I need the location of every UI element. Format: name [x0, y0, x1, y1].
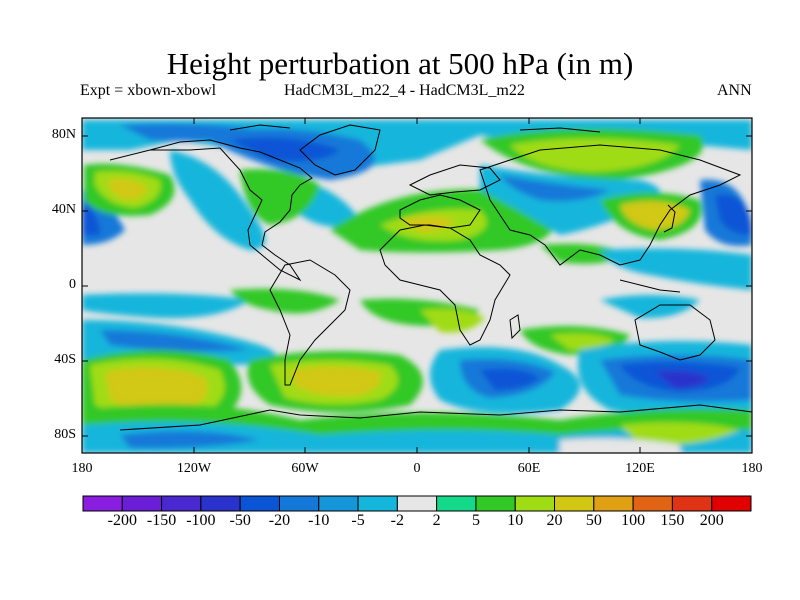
- colorbar-swatch: [514, 495, 556, 512]
- colorbar-swatch: [632, 495, 673, 512]
- colorbar-swatch: [593, 495, 634, 512]
- lon-label-180w: 180: [71, 461, 93, 476]
- colorbar-label: -100: [186, 512, 216, 529]
- experiment-label: Expt = xbown-xbowl: [80, 82, 217, 99]
- lon-label-120e: 120E: [625, 461, 655, 476]
- season-label: ANN: [717, 82, 752, 99]
- colorbar-label: -2: [390, 512, 405, 529]
- colorbar-swatch: [396, 495, 438, 512]
- colorbar-swatch: [436, 495, 477, 512]
- lon-label-120w: 120W: [176, 461, 212, 476]
- axis-ticks: [81, 118, 753, 453]
- colorbar-swatch: [200, 495, 241, 512]
- colorbar-label: -5: [351, 512, 365, 529]
- colorbar-label: 50: [585, 512, 602, 529]
- colorbar-label: -150: [146, 512, 177, 529]
- colorbar-label: 2: [432, 512, 441, 529]
- colorbar-swatch: [357, 495, 398, 512]
- height-perturbation-field: [82, 118, 752, 453]
- lat-label-40n: 40N: [51, 202, 76, 217]
- colorbar-label: -10: [308, 512, 330, 529]
- colorbar: [82, 495, 752, 512]
- colorbar-swatch: [671, 495, 713, 512]
- colorbar-label: 10: [507, 512, 524, 529]
- coastlines: [109, 124, 752, 431]
- colorbar-label: 20: [546, 512, 563, 529]
- colorbar-swatch: [82, 495, 123, 512]
- colorbar-swatch: [239, 495, 280, 512]
- colorbar-label: 150: [660, 512, 685, 529]
- lat-label-80s: 80S: [54, 427, 76, 442]
- colorbar-label: 100: [621, 512, 646, 529]
- lon-label-180e: 180: [741, 461, 763, 476]
- colorbar-swatch: [121, 495, 163, 512]
- colorbar-label: 5: [471, 512, 480, 529]
- lat-label-eq: 0: [69, 277, 76, 292]
- colorbar-swatch: [318, 495, 359, 512]
- colorbar-swatch: [554, 495, 595, 512]
- colorbar-label: -20: [268, 512, 291, 529]
- colorbar-swatch: [278, 495, 320, 512]
- colorbar-label: -50: [229, 512, 251, 529]
- colorbar-swatch: [711, 495, 752, 512]
- colorbar-swatch: [161, 495, 202, 512]
- colorbar-label: 200: [699, 512, 724, 529]
- lon-label-60w: 60W: [291, 461, 319, 476]
- comparison-label: HadCM3L_m22_4 - HadCM3L_m22: [284, 82, 525, 99]
- map-title: Height perturbation at 500 hPa (in m): [166, 46, 634, 81]
- colorbar-swatch: [475, 495, 516, 512]
- lon-label-60e: 60E: [517, 461, 541, 476]
- lon-label-0: 0: [413, 461, 421, 476]
- lat-label-40s: 40S: [54, 352, 76, 367]
- colorbar-label: -200: [107, 512, 137, 529]
- lat-label-80n: 80N: [51, 127, 76, 142]
